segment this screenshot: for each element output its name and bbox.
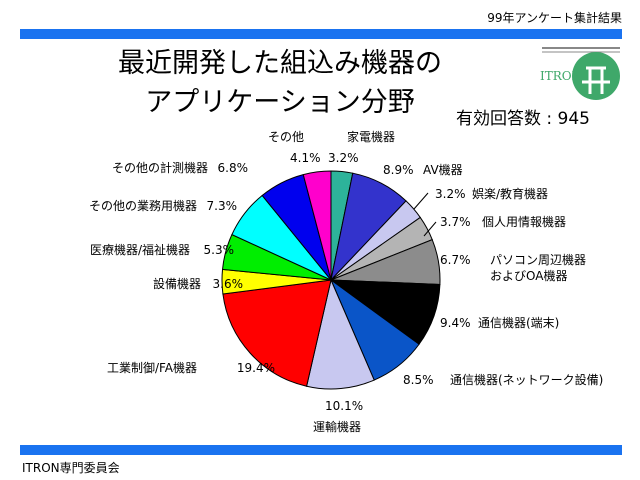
pie-slice: [302, 170, 332, 281]
slice-name-label: 医療機器/福祉機器: [90, 242, 190, 257]
slice-name-label: その他の業務用機器: [89, 198, 197, 213]
slice-percent-label: 6.8%: [218, 161, 249, 175]
leader-line: [423, 221, 437, 237]
slice-name-label: AV機器: [423, 162, 463, 177]
slice-name-label: 娯楽/教育機器: [472, 186, 548, 201]
slice-percent-label: 7.3%: [207, 199, 238, 213]
slice-name-label: その他: [268, 130, 304, 144]
slice-name-label: パソコン周辺機器: [490, 252, 586, 267]
header-divider: [20, 29, 622, 39]
slice-name-label: 運輸機器: [313, 419, 361, 434]
slice-percent-label: 6.7%: [440, 253, 471, 267]
slice-name-label: 通信機器(端末): [478, 315, 559, 330]
leader-line: [413, 192, 429, 210]
slice-percent-label: 19.4%: [237, 361, 275, 375]
slice-name-label: その他の計測機器: [112, 160, 208, 175]
slice-percent-label: 3.2%: [435, 187, 466, 201]
slice-percent-label: 5.3%: [204, 243, 235, 257]
slice-name-label: 家電機器: [347, 129, 395, 144]
footer-org: ITRON専門委員会: [22, 461, 120, 475]
page-title: 最近開発した組込み機器の: [118, 48, 442, 79]
slice-percent-label: 3.6%: [213, 277, 244, 291]
slice-percent-label: 3.7%: [440, 215, 471, 229]
slice-name-label: 設備機器: [153, 276, 201, 291]
slice-name-label: およびOA機器: [490, 268, 567, 283]
slice-name-label: 通信機器(ネットワーク設備): [450, 372, 603, 387]
slice-percent-label: 9.4%: [440, 316, 471, 330]
respondent-count: 有効回答数 : 945: [456, 109, 590, 129]
slice-percent-label: 8.9%: [383, 163, 414, 177]
slice-percent-label: 10.1%: [325, 399, 363, 413]
footer-divider: [20, 445, 622, 455]
slice-name-label: 工業制御/FA機器: [107, 360, 197, 375]
survey-label: 99年アンケート集計結果: [487, 11, 622, 25]
itron-logo: ITRON: [540, 47, 620, 100]
slice-name-label: 個人用情報機器: [482, 214, 566, 229]
logo-text: ITRON: [540, 69, 582, 83]
pie-slice: [222, 279, 332, 387]
page-subtitle: アプリケーション分野: [145, 87, 415, 118]
slice-percent-label: 8.5%: [403, 373, 434, 387]
slice-percent-label: 3.2%: [328, 151, 359, 165]
slice-percent-label: 4.1%: [290, 151, 321, 165]
